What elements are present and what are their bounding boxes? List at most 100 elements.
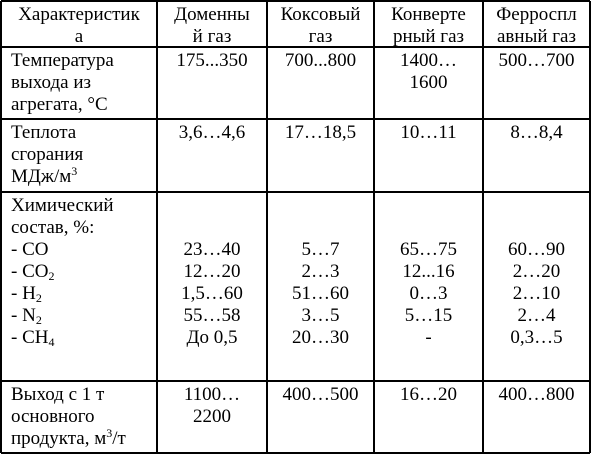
table-cell: 3,6…4,6	[158, 122, 266, 144]
row-label-chemical-composition: Химический состав, %: - CO - CO2 - H2 - …	[2, 195, 156, 349]
subscript: 2	[35, 291, 42, 305]
superscript: 3	[71, 164, 78, 178]
cell-value: 5…7	[301, 239, 340, 260]
cell-value: -	[425, 327, 432, 348]
cell-value: 5…15	[404, 305, 453, 326]
header-text: Характеристик	[18, 4, 140, 25]
header-cell-ferroalloy-gas: Ферроспл авный газ	[484, 4, 589, 48]
row-label-heat-of-combustion: Теплота сгорания МДж/м3	[2, 122, 156, 188]
row-label-text: агрегата, °С	[11, 94, 108, 115]
grid-line	[1, 380, 590, 382]
cell-value: 2…20	[512, 261, 561, 282]
header-text: Коксовый	[280, 4, 361, 25]
cell-value: 1400…	[400, 50, 457, 71]
row-label-text: выхода из	[11, 72, 91, 93]
cell-value: 60…90	[508, 239, 565, 260]
row-label-output-per-ton: Выход с 1 т основного продукта, м3/т	[2, 384, 156, 450]
cell-value: 700...800	[284, 50, 357, 71]
cell-value: 17…18,5	[284, 122, 357, 143]
table-cell: 1400… 1600	[375, 50, 482, 94]
row-label-text: сгорания	[11, 144, 84, 165]
cell-value: 10…11	[400, 122, 457, 143]
cell-value: 2200	[193, 406, 231, 427]
row-label-line: продукта, м3/т	[11, 426, 156, 450]
table-cell: 8…8,4	[484, 122, 589, 144]
cell-value: 12...16	[402, 261, 455, 282]
superscript: 3	[106, 426, 113, 440]
cell-value: 8…8,4	[510, 122, 563, 143]
cell-value: 3,6…4,6	[178, 122, 246, 143]
table-cell: 175...350	[158, 50, 266, 72]
cell-value: 2…4	[517, 305, 556, 326]
row-label-text: продукта, м	[11, 428, 107, 449]
cell-value: 3…5	[301, 305, 340, 326]
cell-value: 400…500	[282, 384, 359, 405]
table-cell: 500…700	[484, 50, 589, 72]
table-cell: 5…7 2…3 51…60 3…5 20…30	[268, 239, 373, 349]
row-label-text: - N	[11, 305, 36, 326]
row-label-line: - CO2	[11, 261, 156, 283]
cell-value: 20…30	[292, 327, 349, 348]
grid-line	[156, 1, 158, 453]
row-label-text: основного	[11, 406, 95, 427]
table-cell: 65…75 12...16 0…3 5…15 -	[375, 239, 482, 349]
header-text: Конверте	[391, 4, 466, 25]
cell-value: 1600	[409, 72, 448, 93]
row-label-line: МДж/м3	[11, 164, 156, 188]
grid-line	[1, 452, 590, 454]
cell-value: 2…10	[512, 283, 561, 304]
cell-value: 55…58	[183, 305, 241, 326]
row-label-line: - N2	[11, 305, 156, 327]
table-cell: 60…90 2…20 2…10 2…4 0,3…5	[484, 239, 589, 349]
table-cell: 1100… 2200	[158, 384, 266, 428]
table-cell: 23…40 12…20 1,5…60 55…58 До 0,5	[158, 239, 266, 349]
row-label-text: МДж/м	[11, 166, 72, 187]
cell-value: 1,5…60	[181, 283, 243, 304]
row-label-text: Теплота	[11, 122, 77, 143]
cell-value: 2…3	[301, 261, 340, 282]
table-cell: 17…18,5	[268, 122, 373, 144]
cell-value: До 0,5	[186, 327, 238, 348]
grid-line	[0, 1, 2, 453]
row-label-text: - CO	[11, 239, 49, 260]
table-cell: 400…500	[268, 384, 373, 406]
cell-value: 400…800	[498, 384, 575, 405]
header-cell-coke-gas: Коксовый газ	[268, 4, 373, 48]
cell-value: 0,3…5	[510, 327, 563, 348]
row-label-text: Химический	[11, 195, 114, 216]
cell-value: 65…75	[400, 239, 457, 260]
cell-value: 16…20	[400, 384, 457, 405]
cell-value: 500…700	[498, 50, 575, 71]
grid-line	[482, 1, 484, 453]
row-label-text: - CH	[11, 327, 49, 348]
grid-line	[1, 46, 590, 48]
table-cell: 16…20	[375, 384, 482, 406]
grid-line	[266, 1, 268, 453]
row-label-text: - H	[11, 283, 36, 304]
grid-line	[1, 118, 590, 120]
row-label-temperature: Температура выхода из агрегата, °С	[2, 50, 156, 116]
subscript: 2	[35, 313, 42, 327]
grid-line	[1, 0, 590, 2]
cell-value: 12…20	[183, 261, 241, 282]
row-label-line: - H2	[11, 283, 156, 305]
grid-line	[373, 1, 375, 453]
table-cell: 10…11	[375, 122, 482, 144]
header-text: Ферроспл	[496, 4, 577, 25]
grid-line	[1, 191, 590, 193]
row-label-text: Выход с 1 т	[11, 384, 105, 405]
cell-value: 175...350	[176, 50, 248, 71]
subscript: 4	[48, 335, 55, 349]
header-text: Доменны	[174, 4, 250, 25]
header-cell-blast-furnace-gas: Доменны й газ	[158, 4, 266, 48]
table-cell: 700...800	[268, 50, 373, 72]
header-cell-characteristic: Характеристик а	[2, 4, 156, 48]
header-text: газ	[308, 26, 333, 47]
subscript: 2	[48, 269, 55, 283]
header-cell-converter-gas: Конверте рный газ	[375, 4, 482, 48]
cell-value: 1100…	[183, 384, 241, 405]
row-label-line: - CH4	[11, 327, 156, 349]
cell-value: 0…3	[409, 283, 448, 304]
row-label-text: /т	[112, 428, 126, 449]
row-label-text: Температура	[11, 50, 114, 71]
